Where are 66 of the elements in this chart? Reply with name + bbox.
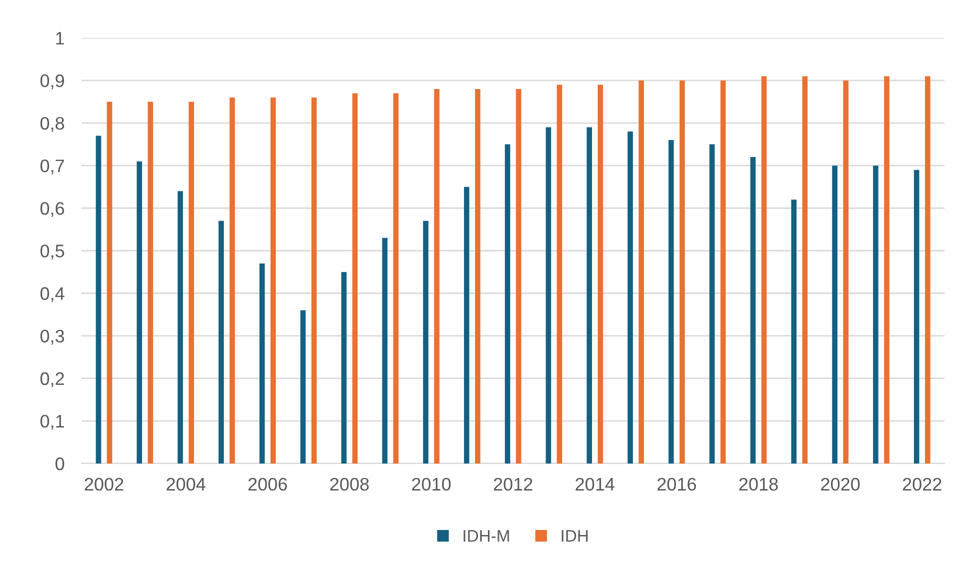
bar — [178, 191, 183, 464]
bar — [546, 127, 552, 464]
bar — [832, 166, 838, 464]
y-tick-label: 0,4 — [40, 287, 64, 302]
bar — [230, 97, 235, 464]
x-tick-label: 2018 — [739, 478, 778, 491]
bar — [791, 200, 797, 464]
x-tick-label: 2008 — [330, 478, 369, 491]
x-tick-label: 2006 — [248, 478, 287, 491]
bar — [218, 220, 224, 464]
bar — [709, 144, 715, 464]
x-tick-label: 2022 — [902, 478, 942, 491]
bar — [423, 220, 428, 464]
legend-label: IDH — [562, 530, 588, 542]
x-tick-label: 2016 — [658, 478, 696, 491]
legend-label: IDH-M — [464, 530, 509, 542]
y-tick-label: 0,6 — [40, 202, 64, 217]
y-tick-label: 0,1 — [40, 414, 64, 430]
bar — [586, 127, 592, 464]
bar — [464, 186, 470, 464]
bar — [393, 93, 399, 464]
bar — [884, 76, 890, 464]
bar — [188, 102, 194, 464]
bar — [761, 76, 767, 464]
bar — [516, 88, 522, 464]
bar — [148, 102, 154, 464]
bar — [873, 166, 878, 464]
y-tick-label: 0,2 — [40, 372, 64, 388]
y-tick-label: 0,7 — [40, 160, 64, 174]
bar — [311, 97, 317, 464]
y-tick-label: 0,8 — [40, 116, 64, 132]
x-tick-label: 2014 — [576, 478, 614, 491]
bar — [300, 310, 306, 464]
bar — [843, 80, 848, 464]
bar — [96, 136, 102, 464]
bar — [680, 80, 685, 464]
bar — [638, 80, 644, 464]
bar — [504, 144, 510, 464]
bar — [914, 170, 920, 464]
y-tick-label: 0,5 — [40, 244, 64, 260]
x-tick-label: 2012 — [494, 478, 532, 491]
bar — [720, 80, 726, 464]
bar — [352, 93, 358, 464]
bar — [270, 97, 276, 464]
bar — [750, 157, 756, 464]
x-tick-label: 2004 — [166, 478, 206, 491]
bar — [382, 238, 388, 464]
bar — [136, 161, 142, 464]
bar — [475, 88, 480, 464]
x-tick-label: 2020 — [821, 478, 860, 491]
x-tick-label: 2010 — [412, 478, 451, 491]
bar — [802, 76, 808, 464]
x-tick-label: 2002 — [84, 478, 124, 491]
bar — [434, 88, 440, 464]
bar — [924, 76, 930, 464]
bar — [259, 263, 265, 464]
bar — [341, 272, 347, 464]
y-tick-label: 0,9 — [40, 74, 64, 90]
bar — [628, 132, 633, 464]
y-tick-label: 0 — [56, 457, 64, 470]
y-tick-label: 1 — [56, 32, 64, 44]
bar — [106, 102, 112, 464]
bar — [668, 140, 674, 464]
y-tick-label: 0,3 — [40, 330, 64, 345]
bar — [598, 84, 604, 464]
bar — [556, 84, 562, 464]
